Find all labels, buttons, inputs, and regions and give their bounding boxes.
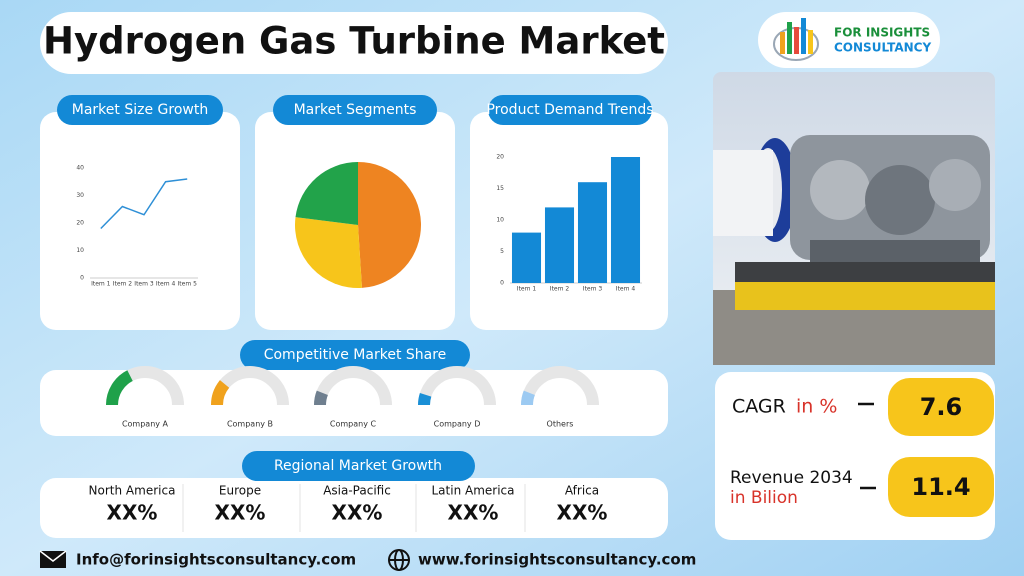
section-pill — [242, 451, 475, 481]
logo-icon — [773, 18, 819, 61]
gauge-arc — [314, 390, 328, 406]
y-tick-label: 40 — [76, 165, 84, 172]
x-tick-label: Item 1 — [91, 281, 111, 288]
y-tick-label: 10 — [76, 247, 84, 254]
kpi-label: CAGR — [732, 396, 786, 418]
gauge-label: Company B — [227, 420, 273, 429]
section-label: Market Segments — [294, 102, 417, 118]
kpi-value: 11.4 — [911, 473, 970, 501]
gauge-track — [521, 366, 599, 406]
y-tick-label: 0 — [80, 275, 84, 282]
x-tick-label: Item 4 — [616, 286, 636, 293]
gauge-track — [418, 366, 496, 406]
x-tick-label: Item 3 — [583, 286, 603, 293]
section-pill — [240, 340, 470, 370]
email: Info@forinsightsconsultancy.com — [76, 551, 356, 569]
y-tick-label: 20 — [496, 154, 504, 161]
globe-icon — [388, 549, 410, 571]
gauge-track — [314, 366, 392, 406]
kpi-label: Revenue 2034 — [730, 468, 853, 488]
bar — [544, 207, 575, 283]
region-value: XX% — [448, 501, 499, 525]
gauge-label: Company D — [434, 420, 481, 429]
x-tick-label: Item 2 — [550, 286, 570, 293]
section-label: Product Demand Trends — [486, 102, 653, 118]
region-name: Latin America — [432, 484, 515, 498]
section-pill — [273, 95, 437, 125]
logo-text: FOR INSIGHTS — [834, 26, 930, 40]
turbine-photo — [713, 72, 995, 365]
gauge-label: Company C — [330, 420, 377, 429]
kpi-value: 7.6 — [920, 393, 963, 421]
y-tick-label: 10 — [496, 217, 504, 224]
region-value: XX% — [557, 501, 608, 525]
x-tick-label: Item 3 — [134, 281, 154, 288]
pie-slice — [358, 162, 421, 288]
title: Hydrogen Gas Turbine Market — [43, 20, 665, 63]
website: www.forinsightsconsultancy.com — [418, 551, 696, 569]
card — [40, 112, 240, 330]
kpi-unit: in Bilion — [730, 488, 798, 508]
kpi-pill — [888, 378, 994, 436]
bar — [610, 157, 641, 283]
section-label: Market Size Growth — [72, 102, 208, 118]
x-tick-label: Item 2 — [113, 281, 133, 288]
gauge-arc — [211, 380, 230, 406]
section-label: Competitive Market Share — [264, 347, 447, 363]
section-label: Regional Market Growth — [274, 458, 442, 474]
gauge-arc — [106, 370, 134, 406]
logo-text: CONSULTANCY — [834, 41, 931, 55]
x-tick-label: Item 4 — [156, 281, 176, 288]
region-value: XX% — [215, 501, 266, 525]
region-name: Africa — [565, 484, 599, 498]
x-tick-label: Item 5 — [178, 281, 198, 288]
gauge-label: Others — [547, 420, 574, 429]
title-box — [40, 12, 668, 74]
region-name: North America — [89, 484, 176, 498]
region-name: Asia-Pacific — [323, 484, 391, 498]
line — [100, 178, 188, 230]
section-pill — [57, 95, 223, 125]
y-tick-label: 15 — [496, 185, 504, 192]
card — [40, 370, 668, 436]
bar — [511, 232, 542, 283]
mail-icon — [39, 550, 67, 568]
section-pill — [488, 95, 652, 125]
gauge-arc — [521, 390, 535, 406]
region-value: XX% — [332, 501, 383, 525]
y-tick-label: 30 — [76, 192, 84, 199]
gauge-label: Company A — [122, 420, 169, 429]
bar — [577, 182, 608, 283]
x-tick-label: Item 1 — [517, 286, 537, 293]
region-value: XX% — [107, 501, 158, 525]
region-name: Europe — [219, 484, 261, 498]
y-tick-label: 0 — [500, 280, 504, 287]
pie-slice — [295, 162, 358, 225]
y-tick-label: 20 — [76, 220, 84, 227]
pie-slice — [295, 217, 362, 288]
kpi-pill — [888, 457, 994, 517]
gauge-arc — [418, 392, 432, 406]
y-tick-label: 5 — [500, 248, 504, 255]
kpi-unit: in % — [796, 396, 837, 418]
card — [40, 478, 668, 538]
